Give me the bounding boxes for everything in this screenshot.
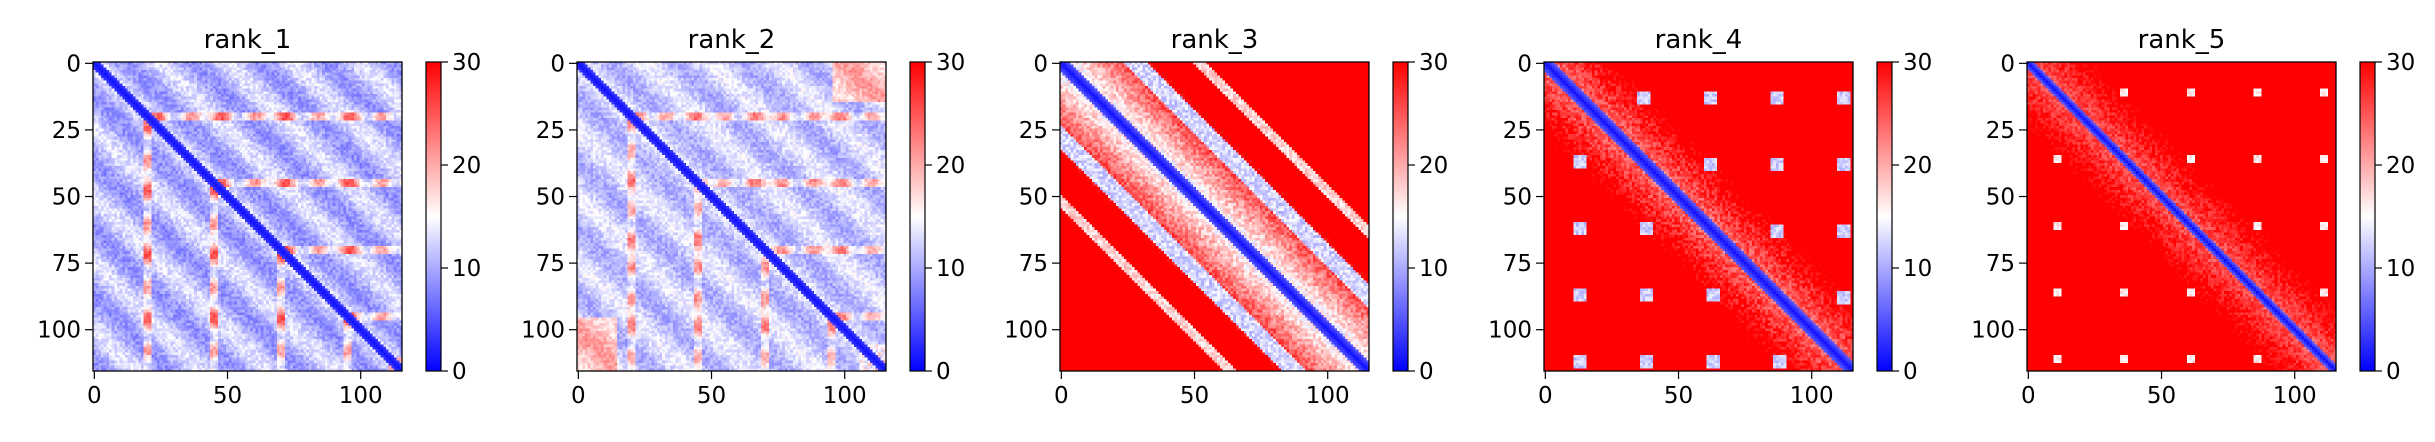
panel-4: rank_4 0 50 100 0 25 50 75 100 0 10 20 30: [1488, 25, 1932, 409]
y-tick-label: 100: [1488, 318, 1532, 344]
y-tick-label: 25: [536, 118, 565, 144]
colorbar-tick-label: 10: [936, 256, 965, 282]
y-tick-label: 75: [1986, 251, 2015, 277]
y-tick-label: 50: [1986, 185, 2015, 211]
y-tick-label: 25: [1986, 118, 2015, 144]
heatmap-image: [93, 62, 402, 371]
axes-frame: [576, 61, 887, 372]
panel-title: rank_5: [2138, 25, 2226, 55]
colorbar: [909, 61, 926, 372]
y-tick-label: 75: [536, 251, 565, 277]
x-tick-label: 50: [697, 383, 726, 409]
x-tick-label: 100: [339, 383, 383, 409]
panel-title: rank_2: [688, 25, 776, 55]
x-tick-label: 0: [571, 383, 586, 409]
axes-frame: [92, 61, 403, 372]
panel-1: rank_1 0 50 100 0 25 50 75 100 0 10 20 30: [37, 25, 481, 409]
colorbar-tick-label: 10: [2386, 256, 2415, 282]
y-tick-label: 25: [52, 118, 81, 144]
colorbar-tick-label: 30: [2386, 50, 2415, 76]
panel-title: rank_1: [204, 25, 292, 55]
y-tick-label: 25: [1503, 118, 1532, 144]
colorbar: [2359, 61, 2376, 372]
x-tick-label: 50: [213, 383, 242, 409]
x-tick-label: 0: [2021, 383, 2036, 409]
colorbar-tick-label: 20: [2386, 153, 2415, 179]
colorbar-tick-label: 30: [1903, 50, 1932, 76]
colorbar-tick-label: 20: [936, 153, 965, 179]
colorbar: [425, 61, 442, 372]
y-tick-label: 0: [2000, 51, 2015, 77]
y-tick-label: 75: [52, 251, 81, 277]
colorbar-tick-label: 30: [1419, 50, 1448, 76]
colorbar-tick-label: 30: [452, 50, 481, 76]
panel-5: rank_5 0 50 100 0 25 50 75 100 0 10 20 30: [1971, 25, 2415, 409]
heatmap-image: [1060, 62, 1369, 371]
x-tick-label: 100: [823, 383, 867, 409]
y-tick-label: 0: [66, 51, 81, 77]
colorbar-tick-label: 20: [1419, 153, 1448, 179]
panel-title: rank_4: [1655, 25, 1743, 55]
y-tick-label: 100: [1971, 318, 2015, 344]
heatmap-image: [1544, 62, 1853, 371]
colorbar: [1392, 61, 1409, 372]
colorbar-tick-label: 0: [936, 359, 951, 385]
x-tick-label: 50: [2147, 383, 2176, 409]
y-tick-label: 100: [521, 318, 565, 344]
y-tick-label: 0: [1517, 51, 1532, 77]
heatmap-image: [577, 62, 886, 371]
colorbar-tick-label: 10: [452, 256, 481, 282]
colorbar-tick-label: 0: [2386, 359, 2401, 385]
x-tick-label: 100: [1790, 383, 1834, 409]
colorbar: [1876, 61, 1893, 372]
y-tick-label: 0: [1033, 51, 1048, 77]
panel-3: rank_3 0 50 100 0 25 50 75 100 0 10 20 30: [1004, 25, 1448, 409]
y-tick-label: 100: [1004, 318, 1048, 344]
y-tick-label: 50: [1019, 185, 1048, 211]
x-tick-label: 50: [1180, 383, 1209, 409]
x-tick-label: 100: [2273, 383, 2317, 409]
colorbar-tick-label: 0: [1419, 359, 1434, 385]
heatmap-image: [2027, 62, 2336, 371]
colorbar-tick-label: 10: [1419, 256, 1448, 282]
colorbar-tick-label: 30: [936, 50, 965, 76]
y-tick-label: 50: [1503, 185, 1532, 211]
y-tick-label: 75: [1019, 251, 1048, 277]
y-tick-label: 25: [1019, 118, 1048, 144]
panel-2: rank_2 0 50 100 0 25 50 75 100 0 10 20 30: [521, 25, 965, 409]
x-tick-label: 0: [1538, 383, 1553, 409]
x-tick-label: 50: [1664, 383, 1693, 409]
colorbar-tick-label: 20: [1903, 153, 1932, 179]
y-tick-label: 100: [37, 318, 81, 344]
colorbar-tick-label: 0: [452, 359, 467, 385]
x-tick-label: 0: [1054, 383, 1069, 409]
x-tick-label: 100: [1306, 383, 1350, 409]
y-tick-label: 50: [52, 185, 81, 211]
y-tick-label: 0: [550, 51, 565, 77]
colorbar-tick-label: 10: [1903, 256, 1932, 282]
y-tick-label: 50: [536, 185, 565, 211]
axes-frame: [1543, 61, 1854, 372]
colorbar-tick-label: 20: [452, 153, 481, 179]
x-tick-label: 0: [87, 383, 102, 409]
axes-frame: [2026, 61, 2337, 372]
y-tick-label: 75: [1503, 251, 1532, 277]
axes-frame: [1059, 61, 1370, 372]
panel-title: rank_3: [1171, 25, 1259, 55]
colorbar-tick-label: 0: [1903, 359, 1918, 385]
